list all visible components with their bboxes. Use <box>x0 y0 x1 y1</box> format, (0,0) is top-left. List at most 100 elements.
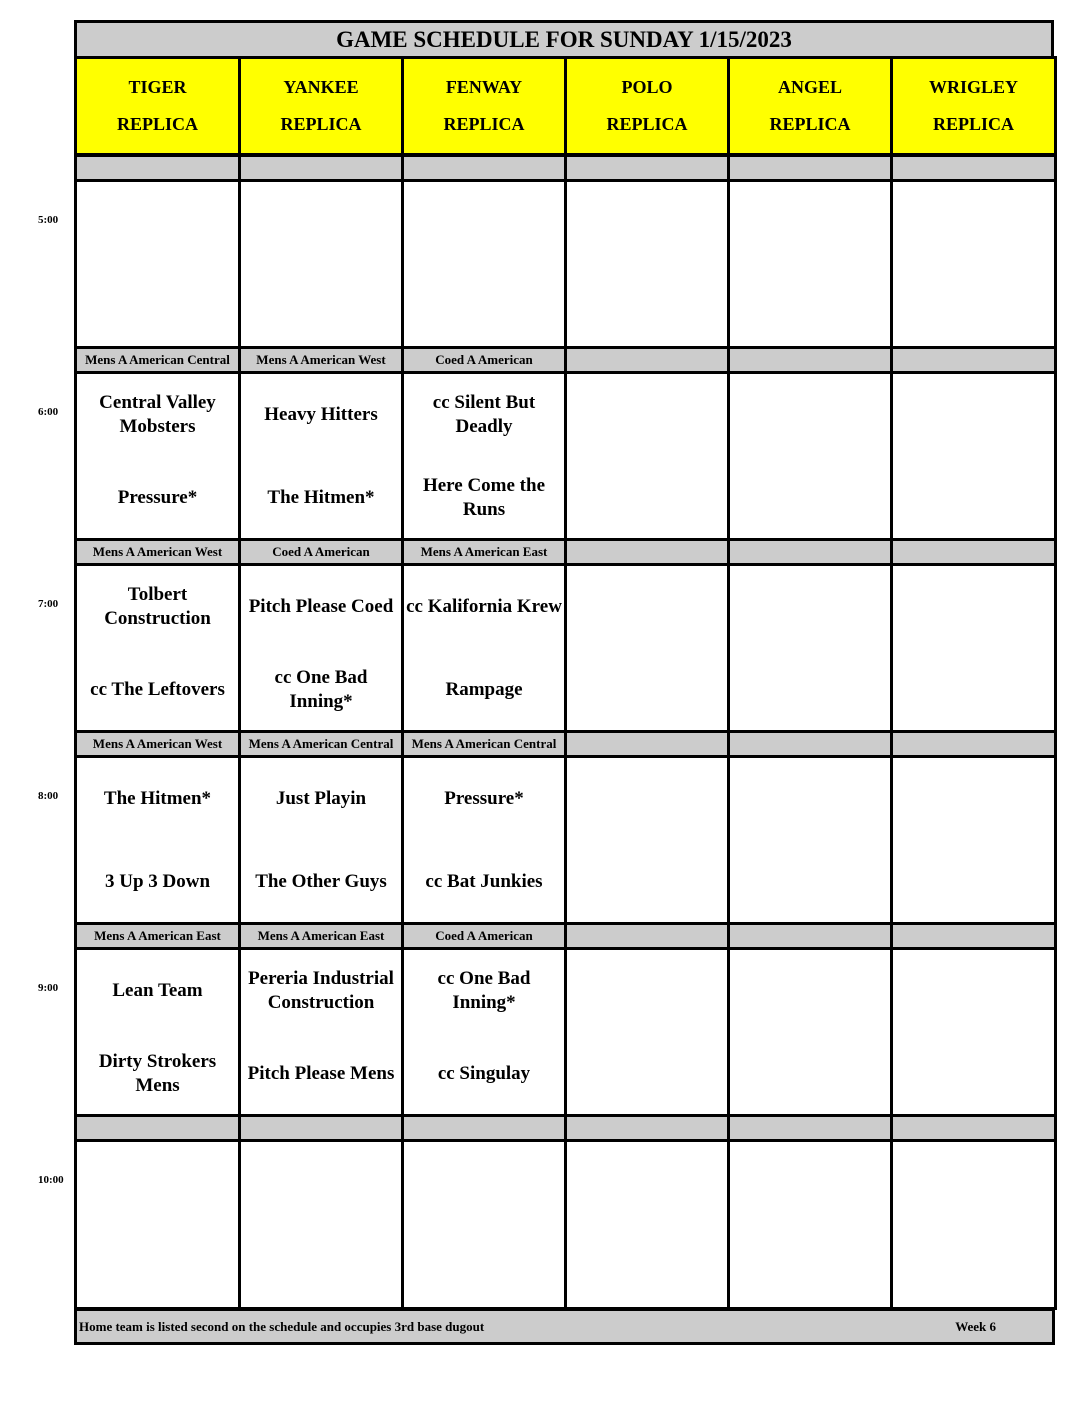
game-cell <box>564 947 730 1118</box>
time-label: 9:00 <box>38 982 59 994</box>
field-header: TIGER REPLICA <box>74 56 241 156</box>
away-team: Lean Team <box>112 980 203 1002</box>
division-label: Coed A American <box>401 346 567 374</box>
time-label: 6:00 <box>38 406 59 418</box>
division-label <box>890 154 1057 182</box>
division-label <box>238 1114 404 1142</box>
field-type: REPLICA <box>932 114 1014 134</box>
division-label: Mens A American West <box>238 346 404 374</box>
home-team: Rampage <box>445 678 523 700</box>
game-cell <box>890 947 1057 1118</box>
game-cell: Pitch Please Coed cc One Bad Inning* <box>238 563 404 734</box>
time-label: 5:00 <box>38 214 59 226</box>
game-cell: The Hitmen* 3 Up 3 Down <box>74 755 241 926</box>
away-team: Central Valley Mobsters <box>99 392 216 438</box>
division-label <box>727 1114 893 1142</box>
field-header: YANKEE REPLICA <box>238 56 404 156</box>
division-label: Mens A American Central <box>401 730 567 758</box>
game-cell <box>564 179 730 350</box>
away-team: Pitch Please Coed <box>248 596 394 618</box>
game-cell <box>401 1139 567 1310</box>
time-label: 8:00 <box>38 790 59 802</box>
division-label: Mens A American West <box>74 538 241 566</box>
home-team: Pitch Please Mens <box>247 1062 395 1084</box>
game-cell <box>727 563 893 734</box>
game-cell <box>890 563 1057 734</box>
division-label <box>74 154 241 182</box>
division-label <box>727 730 893 758</box>
game-cell: Pereria Industrial Construction Pitch Ple… <box>238 947 404 1118</box>
game-cell: Heavy Hitters The Hitmen* <box>238 371 404 542</box>
home-team: Dirty Strokers Mens <box>98 1050 217 1096</box>
division-label <box>564 1114 730 1142</box>
division-label <box>238 154 404 182</box>
division-label <box>727 154 893 182</box>
game-cell <box>74 1139 241 1310</box>
footer-note: Home team is listed second on the schedu… <box>79 1318 485 1334</box>
away-team: cc Kalifornia Krew <box>406 596 562 618</box>
division-label <box>890 346 1057 374</box>
division-label <box>890 730 1057 758</box>
division-label <box>890 538 1057 566</box>
away-team: Pereria Industrial Construction <box>248 968 394 1014</box>
away-team: Just Playin <box>275 788 367 810</box>
division-label: Mens A American West <box>74 730 241 758</box>
division-label: Mens A American Central <box>238 730 404 758</box>
game-cell <box>890 371 1057 542</box>
division-label <box>401 1114 567 1142</box>
away-team: cc Silent But Deadly <box>432 392 536 438</box>
game-cell <box>727 179 893 350</box>
home-team: cc The Leftovers <box>90 678 225 700</box>
game-cell <box>238 1139 404 1310</box>
division-label <box>401 154 567 182</box>
field-type: REPLICA <box>443 114 525 134</box>
field-header: WRIGLEY REPLICA <box>890 56 1057 156</box>
game-cell: cc Silent But Deadly Here Come the Runs <box>401 371 567 542</box>
game-cell <box>74 179 241 350</box>
game-cell <box>890 1139 1057 1310</box>
game-cell <box>564 755 730 926</box>
home-team: Pressure* <box>117 486 198 508</box>
field-type: REPLICA <box>769 114 851 134</box>
away-team: Pressure* <box>444 788 524 810</box>
home-team: Here Come the Runs <box>422 474 546 520</box>
division-label: Mens A American Central <box>74 346 241 374</box>
game-cell: Just Playin The Other Guys <box>238 755 404 926</box>
division-label <box>564 922 730 950</box>
away-team: The Hitmen* <box>103 788 212 810</box>
division-label: Mens A American East <box>74 922 241 950</box>
game-cell <box>238 179 404 350</box>
home-team: 3 Up 3 Down <box>104 870 211 892</box>
home-team: The Other Guys <box>255 870 387 892</box>
home-team: cc Bat Junkies <box>425 870 543 892</box>
game-cell: Tolbert Construction cc The Leftovers <box>74 563 241 734</box>
week-label: Week 6 <box>955 1318 996 1334</box>
field-header: ANGEL REPLICA <box>727 56 893 156</box>
away-team: cc One Bad Inning* <box>437 968 531 1014</box>
field-type: REPLICA <box>606 114 688 134</box>
game-cell: cc One Bad Inning* cc Singulay <box>401 947 567 1118</box>
field-name: POLO <box>621 77 673 97</box>
division-label <box>727 922 893 950</box>
game-cell <box>727 1139 893 1310</box>
field-header: POLO REPLICA <box>564 56 730 156</box>
field-name: WRIGLEY <box>928 77 1018 97</box>
field-name: TIGER <box>128 77 187 97</box>
game-cell: cc Kalifornia Krew Rampage <box>401 563 567 734</box>
division-label: Mens A American East <box>401 538 567 566</box>
game-cell <box>727 947 893 1118</box>
division-label <box>727 346 893 374</box>
division-label <box>564 730 730 758</box>
game-cell: Central Valley Mobsters Pressure* <box>74 371 241 542</box>
field-name: YANKEE <box>283 77 359 97</box>
division-label: Coed A American <box>238 538 404 566</box>
division-label <box>890 1114 1057 1142</box>
division-label <box>564 346 730 374</box>
game-cell <box>890 179 1057 350</box>
division-label <box>564 538 730 566</box>
division-label <box>74 1114 241 1142</box>
time-label: 7:00 <box>38 598 59 610</box>
division-label <box>727 538 893 566</box>
home-team: cc Singulay <box>437 1062 531 1084</box>
game-cell <box>890 755 1057 926</box>
